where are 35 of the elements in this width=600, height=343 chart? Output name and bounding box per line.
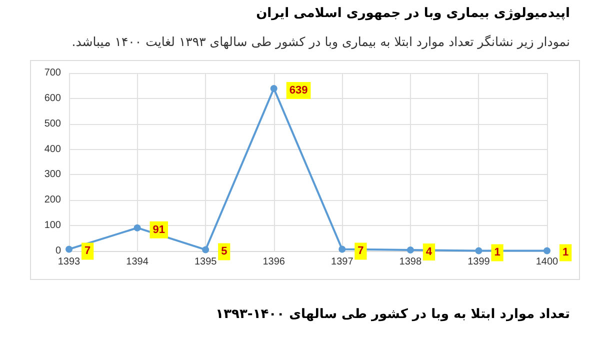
data-label: 91 bbox=[152, 224, 166, 236]
x-tick-label: 1395 bbox=[194, 256, 218, 268]
x-tick-label: 1393 bbox=[58, 256, 81, 268]
y-tick-label: 100 bbox=[44, 220, 62, 232]
point bbox=[475, 247, 482, 254]
y-tick-label: 400 bbox=[44, 144, 62, 155]
y-tick-label: 0 bbox=[55, 246, 62, 256]
data-label: 7 bbox=[84, 245, 91, 258]
point bbox=[338, 246, 346, 253]
x-tick-label: 1399 bbox=[468, 256, 490, 268]
data-label: 639 bbox=[289, 84, 308, 97]
y-tick-label: 600 bbox=[44, 92, 62, 104]
point bbox=[134, 224, 141, 232]
chart-title: اپیدمیولوژی بیماری وبا در جمهوری اسلامی ایران bbox=[256, 6, 570, 21]
y-tick-label: 500 bbox=[44, 118, 62, 130]
x-tick-label: 1394 bbox=[126, 256, 149, 268]
point bbox=[544, 247, 550, 254]
point bbox=[202, 246, 210, 254]
x-tick-label: 1400 bbox=[536, 256, 559, 268]
data-label: 5 bbox=[221, 246, 228, 258]
chart-subtitle: نمودار زیر نشانگر تعداد موارد ابتلا به بیماری وبا در کشور طی سالهای ۱۳۹۳ لغایت ۱۴۰۰ میباشد. bbox=[72, 34, 570, 49]
point bbox=[270, 85, 278, 92]
data-label: 7 bbox=[358, 245, 364, 258]
data-label: 1 bbox=[562, 246, 569, 259]
text: تعداد موارد ابتلا به وبا در کشور طی سالهای ۱۴۰۰-۱۳۹۳ bbox=[216, 307, 570, 322]
y-tick-label: 700 bbox=[44, 68, 62, 78]
data-label: 1 bbox=[494, 246, 500, 259]
y-tick-label: 300 bbox=[44, 169, 62, 180]
x-tick-label: 1397 bbox=[331, 256, 354, 268]
point bbox=[66, 246, 72, 253]
y-tick-label: 200 bbox=[44, 194, 62, 206]
point bbox=[406, 246, 414, 254]
x-tick-label: 1398 bbox=[399, 256, 422, 268]
data-label: 4 bbox=[426, 246, 433, 258]
x-tick-label: 1396 bbox=[262, 256, 286, 268]
